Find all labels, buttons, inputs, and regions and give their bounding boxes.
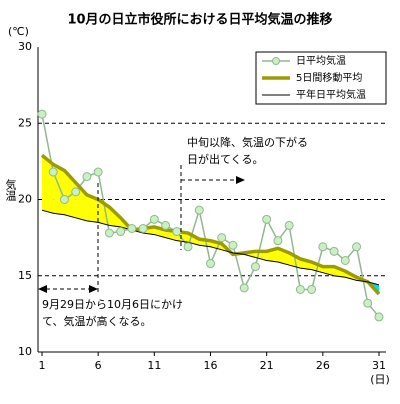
y-tick-label: 10 bbox=[18, 345, 32, 358]
legend-marker bbox=[272, 57, 280, 65]
x-tick-label: 6 bbox=[95, 359, 102, 372]
legend-label: 日平均気温 bbox=[296, 54, 346, 67]
data-point bbox=[250, 262, 260, 272]
arrowhead bbox=[236, 176, 245, 184]
x-tick-label: 26 bbox=[316, 359, 330, 372]
data-point bbox=[273, 236, 283, 246]
x-tick-label: 1 bbox=[39, 359, 46, 372]
x-tick-label: 16 bbox=[204, 359, 218, 372]
data-point bbox=[228, 240, 238, 250]
x-tick-label: 31 bbox=[372, 359, 386, 372]
difference-area bbox=[86, 194, 99, 223]
data-point bbox=[161, 220, 171, 230]
data-point bbox=[262, 214, 272, 224]
data-point bbox=[318, 242, 328, 252]
data-point bbox=[116, 227, 126, 237]
y-label: 気温 bbox=[4, 178, 17, 201]
data-point bbox=[239, 283, 249, 293]
data-point bbox=[149, 214, 159, 224]
y-tick-label: 20 bbox=[18, 193, 32, 206]
data-point bbox=[59, 195, 69, 204]
data-point bbox=[352, 242, 362, 252]
annotation: て、気温が高くなる。 bbox=[42, 314, 151, 328]
x-unit: (日) bbox=[370, 373, 390, 386]
annotation: 中旬以降、気温の下がる bbox=[187, 135, 308, 149]
y-unit: (℃) bbox=[8, 25, 29, 38]
y-tick-label: 30 bbox=[18, 40, 32, 53]
data-point bbox=[183, 242, 193, 252]
data-point bbox=[37, 109, 47, 119]
annotation: 9月29日から10月6日にかけ bbox=[42, 298, 183, 311]
data-point bbox=[329, 246, 339, 256]
data-point bbox=[194, 205, 204, 215]
data-point bbox=[93, 167, 103, 177]
legend-label: 5日間移動平均 bbox=[296, 71, 362, 84]
arrowhead bbox=[89, 285, 98, 293]
data-point bbox=[71, 187, 81, 197]
data-point bbox=[82, 172, 92, 182]
data-point bbox=[307, 284, 317, 294]
data-point bbox=[138, 223, 148, 233]
data-point bbox=[374, 312, 384, 322]
data-point bbox=[127, 223, 137, 233]
data-point bbox=[284, 220, 294, 230]
annotation: 日が出てくる。 bbox=[187, 152, 263, 166]
data-point bbox=[172, 227, 182, 237]
data-point bbox=[340, 256, 350, 265]
x-tick-label: 11 bbox=[147, 359, 161, 372]
y-tick-label: 25 bbox=[18, 116, 32, 129]
y-tick-label: 15 bbox=[18, 269, 32, 282]
data-point bbox=[295, 284, 305, 294]
legend-label: 平年日平均気温 bbox=[296, 88, 366, 101]
data-point bbox=[217, 233, 227, 243]
difference-area bbox=[64, 170, 76, 218]
arrowhead bbox=[38, 285, 47, 293]
data-point bbox=[363, 298, 373, 308]
data-point bbox=[48, 167, 58, 177]
x-tick-label: 21 bbox=[260, 359, 274, 372]
chart-title: 10月の日立市役所における日平均気温の推移 bbox=[67, 12, 332, 28]
data-point bbox=[206, 259, 215, 269]
data-point bbox=[104, 228, 114, 238]
series-line bbox=[41, 209, 380, 286]
